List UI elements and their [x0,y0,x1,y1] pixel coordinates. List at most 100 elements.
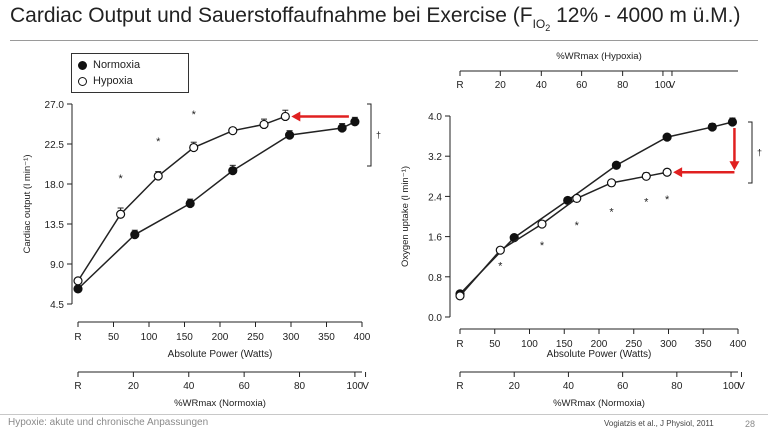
c2-point-hypoxia [662,167,672,177]
c2-arrow-head-left-icon [673,167,683,178]
c1-x-tick-label: 400 [354,332,371,343]
c2-x-tick-label: 150 [556,339,573,350]
c1-wrmax-normoxia-tick-label: 80 [294,381,306,392]
filled-circle-icon [78,60,87,70]
c2-significance-mark: * [644,196,649,208]
c1-wrmax-normoxia-tick-label: 60 [239,381,251,392]
slide-title: Cardiac Output und Sauerstoffaufnahme be… [10,4,741,33]
c2-x-tick-label: 250 [625,339,642,350]
c1-wrmax-normoxia-tick-label: 20 [128,381,140,392]
c1-point-normoxia [350,117,360,127]
c2-wrmax-normoxia-tick-label: 40 [563,381,575,392]
legend-label-hypoxia: Hypoxia [93,75,133,87]
c2-x-tick-label: 100 [521,339,538,350]
c1-significance-mark: * [156,136,161,148]
c1-y-tick-label: 13.5 [45,220,65,231]
c2-wrmax-hypoxia-tick-label: 60 [576,80,588,91]
c2-dagger-mark: † [757,148,762,158]
c2-point-normoxia [727,117,738,127]
c2-wrmax-normoxia-tick-label: V [738,381,745,392]
c1-x-axis-label: Absolute Power (Watts) [168,349,273,360]
c1-x-tick-label: 150 [176,332,193,343]
title-subscript: IO2 [532,17,551,33]
c1-point-hypoxia [153,171,163,181]
c2-wrmax-hypoxia-tick-label: 100 [655,80,672,91]
c2-point-hypoxia [455,291,465,301]
c1-arrow-head-icon [291,111,301,122]
c1-dagger-mark: † [376,130,381,140]
c2-wrmax-hypoxia-tick-label: V [669,80,676,91]
c2-x-tick-label: 350 [695,339,712,350]
c2-x-tick-label: 300 [660,339,677,350]
c2-wrmax-normoxia-tick-label: 60 [617,381,629,392]
c1-wrmax-normoxia-axis-label: %WRmax (Normoxia) [174,398,266,409]
footer-divider [0,414,768,415]
c2-significance-mark: * [498,260,503,272]
c1-x-tick-label: 250 [247,332,264,343]
c2-wrmax-hypoxia-axis-label: %WRmax (Hypoxia) [556,51,642,62]
c2-point-hypoxia [537,219,547,229]
title-divider [10,40,758,41]
c2-y-axis-label: Oxygen uptake (l min⁻¹) [400,166,411,267]
c1-point-hypoxia [280,111,290,122]
title-main: Cardiac Output und Sauerstoffaufnahme be… [10,4,533,27]
c1-x-tick-label: R [74,332,81,343]
c1-y-tick-label: 27.0 [45,100,65,111]
c2-point-hypoxia [606,178,617,188]
legend-label-normoxia: Normoxia [93,59,141,71]
c2-significance-bracket [748,121,753,184]
c2-wrmax-normoxia-axis-label: %WRmax (Normoxia) [553,398,645,409]
c2-x-axis-label: Absolute Power (Watts) [547,349,652,360]
c1-point-hypoxia [189,142,199,153]
chart-legend: Normoxia Hypoxia [71,53,189,93]
legend-item-normoxia: Normoxia [78,58,140,72]
footer-reference: Vogiatzis et al., J Physiol, 2011 [604,419,714,428]
c1-point-normoxia [284,130,295,140]
c2-wrmax-hypoxia-tick-label: 40 [536,80,548,91]
c2-y-tick-label: 3.2 [428,152,442,163]
c1-point-normoxia [228,166,238,176]
c2-arrow-head-down-icon [729,161,740,171]
c1-x-tick-label: 350 [318,332,335,343]
c2-significance-mark: * [575,220,580,232]
c2-wrmax-hypoxia-tick-label: R [456,80,463,91]
c2-point-hypoxia [495,245,505,255]
c2-wrmax-hypoxia-tick-label: 20 [495,80,507,91]
c1-significance-mark: * [192,109,197,121]
c1-point-hypoxia [228,126,238,136]
c1-y-tick-label: 4.5 [50,300,64,311]
c1-point-normoxia [337,123,347,133]
c2-point-normoxia [662,132,672,142]
c1-y-tick-label: 9.0 [50,260,64,271]
c1-wrmax-normoxia-tick-label: R [74,381,81,392]
c2-wrmax-normoxia-tick-label: 20 [509,381,521,392]
c2-point-normoxia [707,122,717,132]
legend-item-hypoxia: Hypoxia [78,74,133,88]
c1-point-hypoxia [115,209,126,219]
c2-significance-mark: * [540,240,545,252]
c2-point-hypoxia [641,171,651,181]
c2-y-tick-label: 2.4 [428,192,442,203]
c2-x-tick-label: 200 [591,339,608,350]
c2-x-tick-label: 400 [730,339,747,350]
c2-y-tick-label: 0.0 [428,313,442,324]
c2-wrmax-normoxia-tick-label: 100 [723,381,740,392]
c2-y-tick-label: 1.6 [428,233,442,244]
c2-point-hypoxia [572,193,582,204]
c2-x-tick-label: 50 [489,339,501,350]
c2-wrmax-normoxia-tick-label: 80 [671,381,683,392]
open-circle-icon [78,76,87,86]
c1-point-normoxia [185,198,195,209]
c1-point-normoxia [130,230,140,240]
c2-point-normoxia [611,160,621,170]
c1-x-tick-label: 50 [108,332,120,343]
c1-y-tick-label: 18.0 [45,180,65,191]
c1-significance-mark: * [118,173,123,185]
footer-caption: Hypoxie: akute und chronische Anpassunge… [8,417,209,428]
c2-significance-mark: * [609,206,614,218]
c1-wrmax-normoxia-tick-label: 100 [347,381,364,392]
c2-y-tick-label: 0.8 [428,273,442,284]
c2-wrmax-hypoxia-tick-label: 80 [617,80,629,91]
